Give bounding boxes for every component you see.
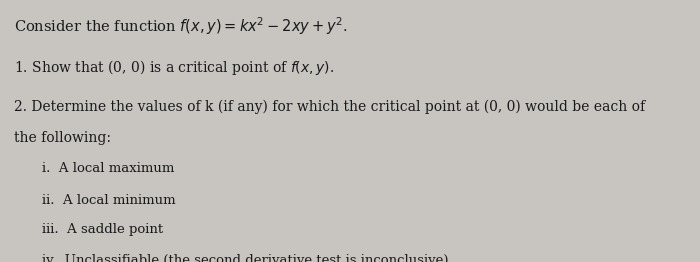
Text: i.  A local maximum: i. A local maximum	[42, 162, 174, 176]
Text: 2. Determine the values of k (if any) for which the critical point at (0, 0) wou: 2. Determine the values of k (if any) fo…	[14, 100, 645, 114]
Text: 1. Show that (0, 0) is a critical point of $f(x, y)$.: 1. Show that (0, 0) is a critical point …	[14, 58, 335, 77]
Text: ii.  A local minimum: ii. A local minimum	[42, 194, 176, 207]
Text: the following:: the following:	[14, 131, 111, 145]
Text: iii.  A saddle point: iii. A saddle point	[42, 223, 163, 236]
Text: iv.  Unclassifiable (the second derivative test is inconclusive): iv. Unclassifiable (the second derivativ…	[42, 254, 449, 262]
Text: Consider the function $f(x, y) = kx^2 - 2xy + y^2$.: Consider the function $f(x, y) = kx^2 - …	[14, 16, 348, 37]
